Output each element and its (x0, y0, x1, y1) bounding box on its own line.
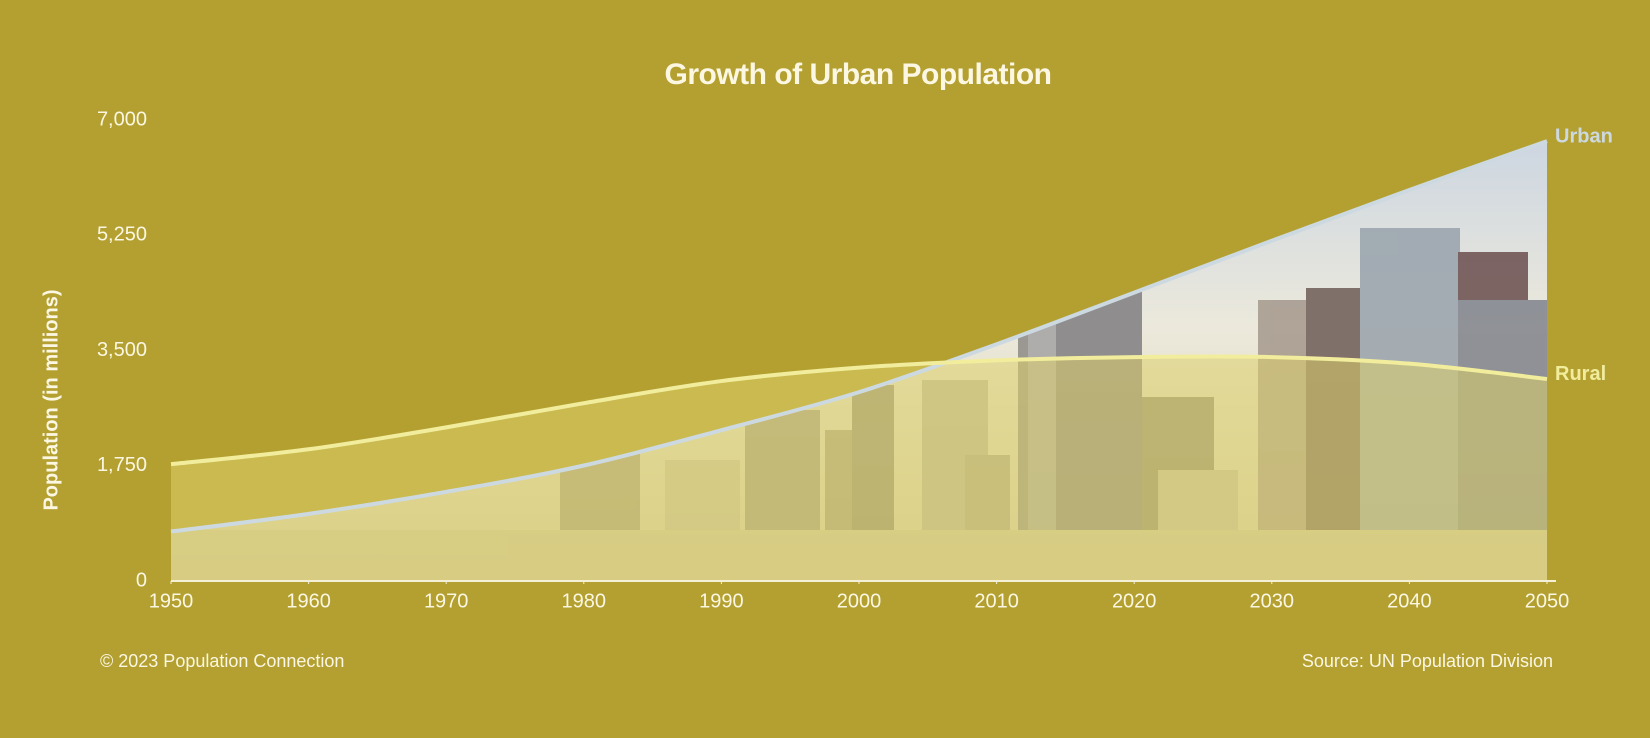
x-tick-label: 1960 (286, 590, 331, 612)
x-tick-label: 2050 (1525, 590, 1570, 612)
x-tick-label: 1970 (424, 590, 469, 612)
y-tick-label: 1,750 (97, 454, 147, 476)
x-tick-label: 1990 (699, 590, 744, 612)
y-tick-label: 0 (136, 569, 147, 591)
series-line (170, 139, 1548, 534)
chart-title: Growth of Urban Population (665, 58, 1052, 91)
x-tick-label: 1980 (562, 590, 607, 612)
series-label: Urban (1555, 125, 1613, 147)
y-tick-label: 7,000 (97, 108, 147, 130)
x-tick-label: 2000 (837, 590, 882, 612)
series-label: Rural (1555, 363, 1606, 385)
credit: © 2023 Population Connection (100, 651, 344, 671)
x-tick-label: 1950 (149, 590, 194, 612)
y-tick-label: 5,250 (97, 224, 147, 246)
x-tick-label: 2010 (974, 590, 1019, 612)
y-axis-label: Population (in millions) (40, 289, 62, 510)
series-line (170, 354, 1548, 467)
x-tick-label: 2020 (1112, 590, 1157, 612)
x-tick-label: 2030 (1250, 590, 1295, 612)
y-tick-label: 3,500 (97, 339, 147, 361)
rural-area (171, 356, 1547, 581)
source: Source: UN Population Division (1302, 651, 1553, 671)
x-tick-label: 2040 (1387, 590, 1432, 612)
